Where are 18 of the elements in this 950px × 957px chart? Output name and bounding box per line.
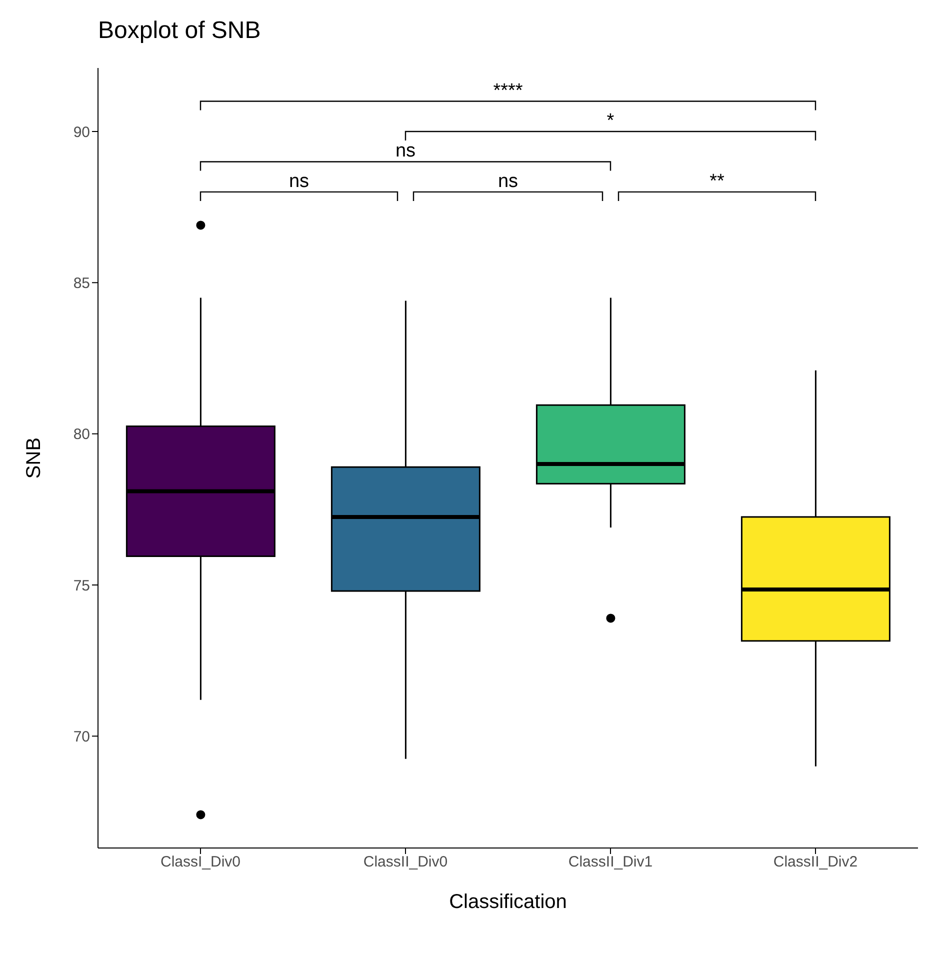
x-tick-label: ClassI_Div0 [160, 854, 241, 871]
annotation: ns [288, 170, 310, 192]
y-tick-label: 85 [73, 274, 90, 292]
x-tick-label: ClassII_Div1 [568, 854, 653, 871]
x-tick-label: ClassII_Div0 [363, 854, 448, 871]
annotation: **** [493, 80, 524, 102]
annotation: ns [395, 140, 416, 162]
annotation: ns [498, 170, 518, 192]
y-tick-label: 90 [73, 124, 90, 141]
x-tick-label: ClassII_Div2 [773, 854, 858, 871]
y-tick-label: 70 [73, 728, 90, 746]
y-tick-label: 80 [73, 426, 90, 444]
chart-title: Boxplot of SNB [98, 17, 261, 44]
annotation: ** [710, 170, 725, 192]
y-tick-label: 75 [73, 577, 90, 594]
y-axis-title: SNB [23, 437, 46, 479]
x-axis-title: Classification [449, 891, 567, 913]
annotation: * [606, 110, 615, 132]
